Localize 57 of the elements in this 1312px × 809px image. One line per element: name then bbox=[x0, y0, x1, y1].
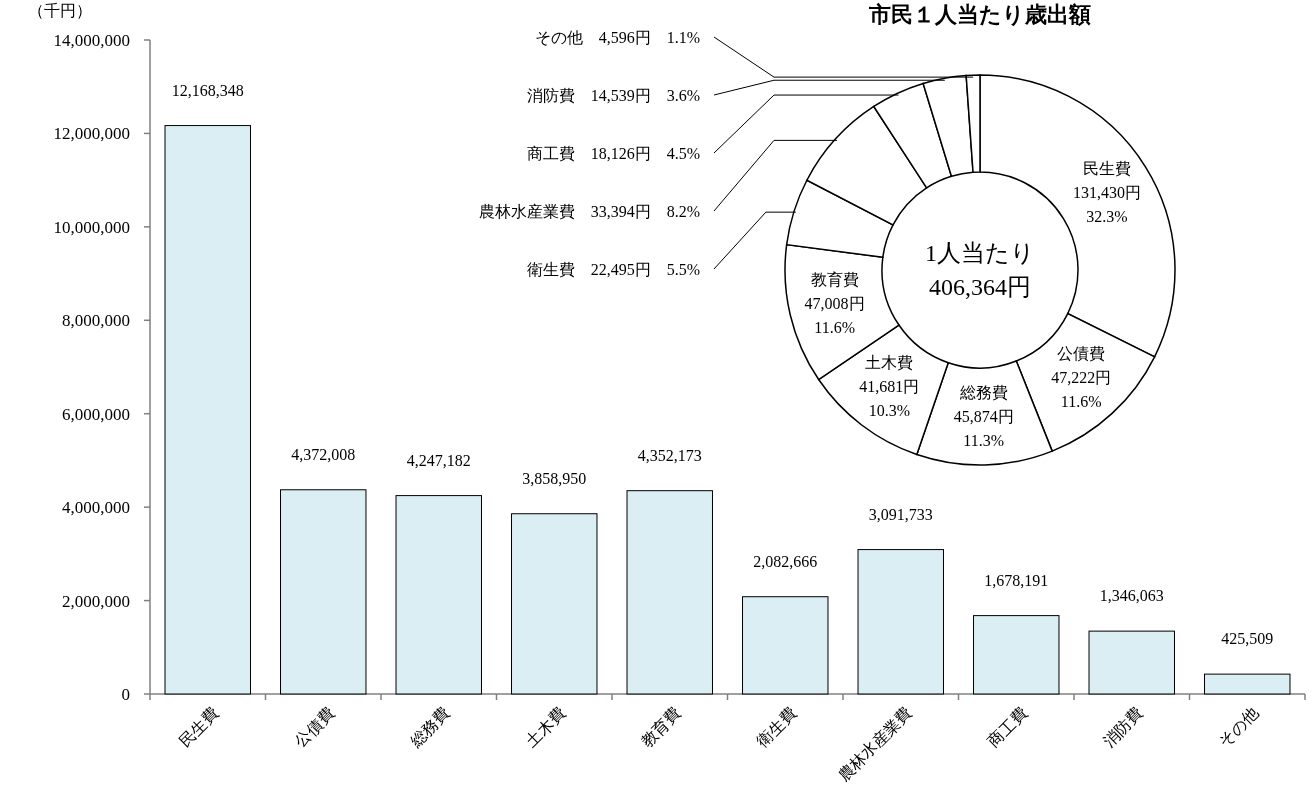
slice-label: 商工費 18,126円 4.5% bbox=[526, 144, 700, 162]
bar bbox=[1204, 673, 1291, 695]
data-label: 12,168,348 bbox=[171, 81, 244, 99]
annotation: 1人当たり bbox=[925, 240, 1035, 267]
slice-label: 民生費 bbox=[1083, 160, 1132, 178]
x-tick-label: その他 bbox=[1215, 704, 1262, 751]
slice-label: 衛生費 22,495円 5.5% bbox=[526, 260, 700, 278]
data-label: 4,247,182 bbox=[406, 451, 471, 469]
bar bbox=[511, 513, 598, 695]
data-label: 2,082,666 bbox=[753, 552, 818, 570]
x-tick-label: 消防費 bbox=[1099, 704, 1146, 751]
bar bbox=[742, 596, 829, 695]
bar bbox=[973, 615, 1060, 695]
slice-label: その他 4,596円 1.1% bbox=[534, 28, 700, 46]
data-label: 3,091,733 bbox=[868, 505, 933, 523]
y-tick-label: 4,000,000 bbox=[62, 498, 130, 518]
y-tick-label: 2,000,000 bbox=[62, 591, 130, 611]
bar bbox=[280, 489, 367, 695]
data-label: 4,352,173 bbox=[637, 446, 702, 464]
chart-title: 市民１人当たり歳出額 bbox=[868, 2, 1091, 27]
data-label: 47,222円 11.6% bbox=[1051, 369, 1112, 411]
slice-label: 消防費 14,539円 3.6% bbox=[526, 86, 700, 104]
x-tick-label: 教育費 bbox=[637, 704, 684, 751]
y-tick-label: 6,000,000 bbox=[62, 404, 130, 424]
bar bbox=[1088, 630, 1175, 695]
data-label: 131,430円 32.3% bbox=[1073, 184, 1142, 226]
bar bbox=[626, 490, 713, 695]
data-label: 41,681円 10.3% bbox=[859, 378, 920, 420]
slice-label: 土木費 bbox=[865, 354, 914, 372]
y-tick-label: 0 bbox=[121, 684, 130, 704]
data-label: 3,858,950 bbox=[522, 469, 587, 487]
bar bbox=[395, 495, 482, 695]
x-tick-label: 土木費 bbox=[522, 704, 569, 751]
y-tick-label: 10,000,000 bbox=[53, 217, 130, 237]
y-tick-label: 12,000,000 bbox=[53, 124, 130, 144]
x-tick-label: 農林水産業費 bbox=[834, 704, 915, 784]
slice-label: 公債費 bbox=[1057, 345, 1106, 363]
data-label: 4,372,008 bbox=[291, 445, 356, 463]
bar bbox=[164, 125, 251, 695]
data-label: 1,678,191 bbox=[984, 571, 1049, 589]
data-label: 425,509 bbox=[1221, 630, 1274, 648]
x-tick-label: 総務費 bbox=[406, 704, 453, 751]
data-label: 45,874円 11.3% bbox=[953, 408, 1014, 450]
slice-label: 農林水産業費 33,394円 8.2% bbox=[478, 202, 700, 220]
slice-label: 教育費 bbox=[810, 271, 859, 289]
data-label: 1,346,063 bbox=[1099, 587, 1164, 605]
y-tick-label: 8,000,000 bbox=[62, 311, 130, 331]
y-axis-title: （千円） bbox=[28, 2, 92, 19]
annotation: 406,364円 bbox=[929, 274, 1031, 301]
x-tick-label: 商工費 bbox=[984, 704, 1031, 751]
y-tick-label: 14,000,000 bbox=[53, 30, 130, 50]
data-label: 47,008円 11.6% bbox=[804, 295, 865, 337]
bar bbox=[857, 549, 944, 695]
x-tick-label: 公債費 bbox=[291, 704, 338, 751]
x-tick-label: 民生費 bbox=[175, 704, 222, 751]
x-tick-label: 衛生費 bbox=[753, 704, 800, 751]
slice-label: 総務費 bbox=[958, 384, 1008, 402]
